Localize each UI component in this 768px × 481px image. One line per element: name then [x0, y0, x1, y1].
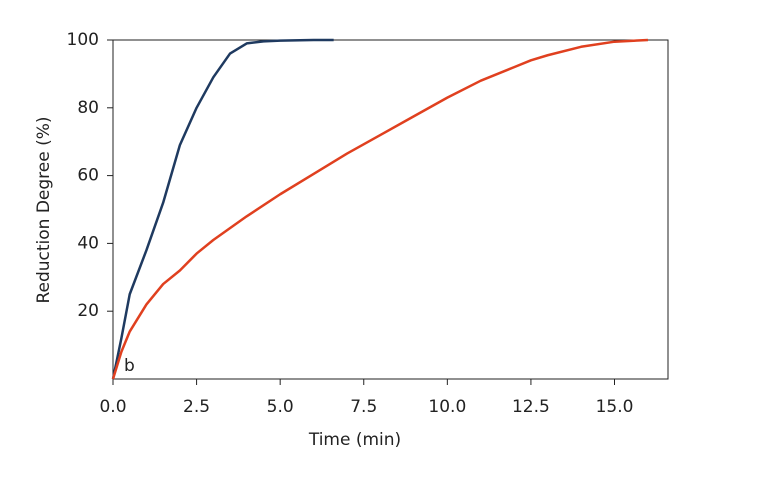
x-tick-label: 12.5 [512, 397, 550, 417]
y-tick-label: 80 [77, 98, 99, 118]
x-axis-label: Time (min) [308, 430, 401, 450]
annotation: b [124, 356, 135, 376]
x-tick-label: 0.0 [99, 397, 126, 417]
plot-frame [112, 39, 669, 380]
y-tick-label: 60 [77, 166, 99, 186]
x-tick-label: 15.0 [596, 397, 634, 417]
y-tick-label: 40 [77, 233, 99, 253]
x-tick-label: 10.0 [428, 397, 466, 417]
x-tick-label: 2.5 [183, 397, 210, 417]
data-line [111, 38, 334, 380]
y-tick-label: 100 [67, 30, 99, 50]
data-line [111, 38, 649, 380]
y-tick-label: 20 [77, 301, 99, 321]
x-tick-label: 7.5 [350, 397, 377, 417]
x-tick-label: 5.0 [267, 397, 294, 417]
y-axis-label: Reduction Degree (%) [34, 116, 54, 303]
